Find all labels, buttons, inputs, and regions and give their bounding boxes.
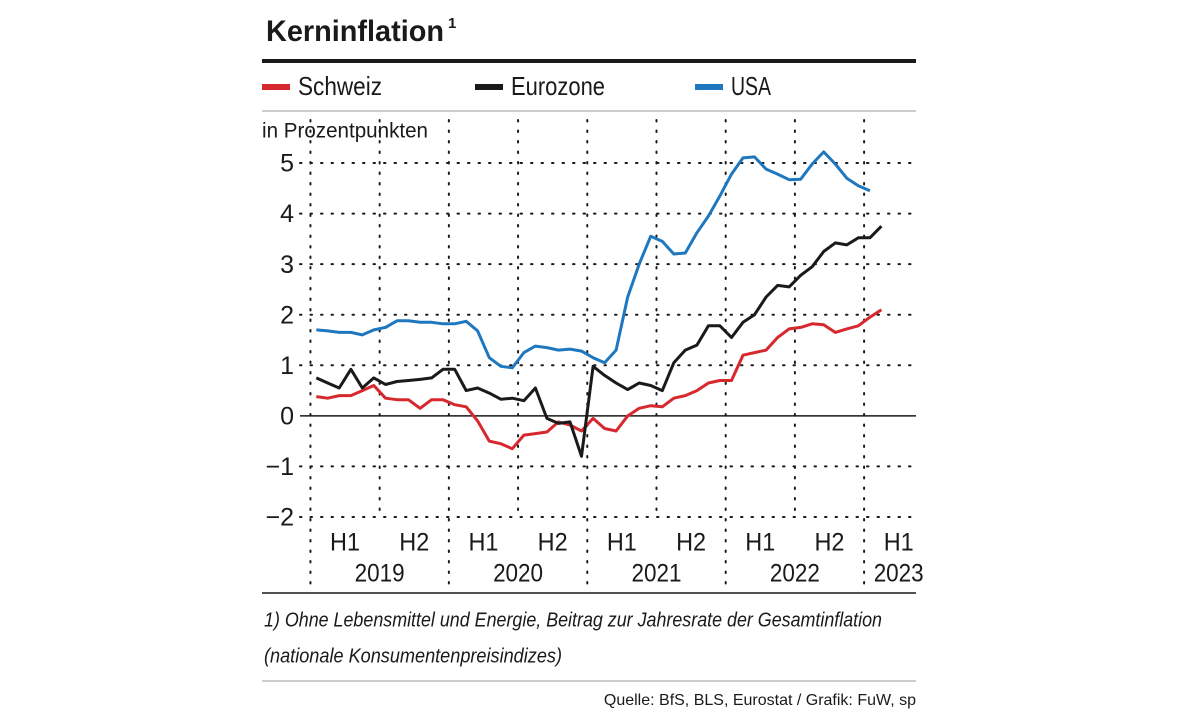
year-label: 2021 bbox=[631, 560, 681, 588]
x-tick-label: H1 bbox=[607, 529, 637, 557]
x-tick-label: H2 bbox=[814, 529, 844, 557]
x-tick-label: H1 bbox=[330, 529, 360, 557]
series-line bbox=[316, 308, 883, 451]
y-tick-label: 3 bbox=[280, 251, 294, 279]
x-tick-label: H1 bbox=[745, 529, 775, 557]
year-label: 2022 bbox=[770, 560, 820, 588]
y-tick-label: 0 bbox=[280, 402, 294, 430]
y-tick-label: −2 bbox=[265, 504, 294, 532]
legend-label: Eurozone bbox=[511, 71, 605, 101]
x-tick-label: H1 bbox=[884, 529, 914, 557]
legend-label: USA bbox=[731, 71, 771, 101]
y-tick-label: −1 bbox=[265, 453, 294, 481]
x-tick-label: H1 bbox=[468, 529, 498, 557]
source: Quelle: BfS, BLS, Eurostat / Grafik: FuW… bbox=[604, 692, 916, 709]
y-tick-label: 1 bbox=[280, 352, 294, 380]
x-tick-label: H2 bbox=[676, 529, 706, 557]
y-tick-label: 4 bbox=[280, 200, 294, 228]
legend-label: Schweiz bbox=[298, 71, 382, 101]
y-axis-label: in Prozentpunkten bbox=[262, 120, 428, 143]
year-label: 2020 bbox=[493, 560, 543, 588]
footnote: 1) Ohne Lebensmittel und Energie, Beitra… bbox=[264, 609, 882, 631]
year-label: 2019 bbox=[355, 560, 405, 588]
series-line bbox=[315, 225, 883, 458]
chart-title: Kerninflation bbox=[266, 15, 444, 48]
footnote: (nationale Konsumentenpreisindizes) bbox=[264, 645, 562, 667]
year-label: 2023 bbox=[874, 560, 924, 588]
title-note: 1 bbox=[448, 15, 456, 32]
x-tick-label: H2 bbox=[538, 529, 568, 557]
y-tick-label: 2 bbox=[280, 301, 294, 329]
x-tick-label: H2 bbox=[399, 529, 429, 557]
y-tick-label: 5 bbox=[280, 150, 294, 178]
series-line bbox=[316, 150, 871, 370]
